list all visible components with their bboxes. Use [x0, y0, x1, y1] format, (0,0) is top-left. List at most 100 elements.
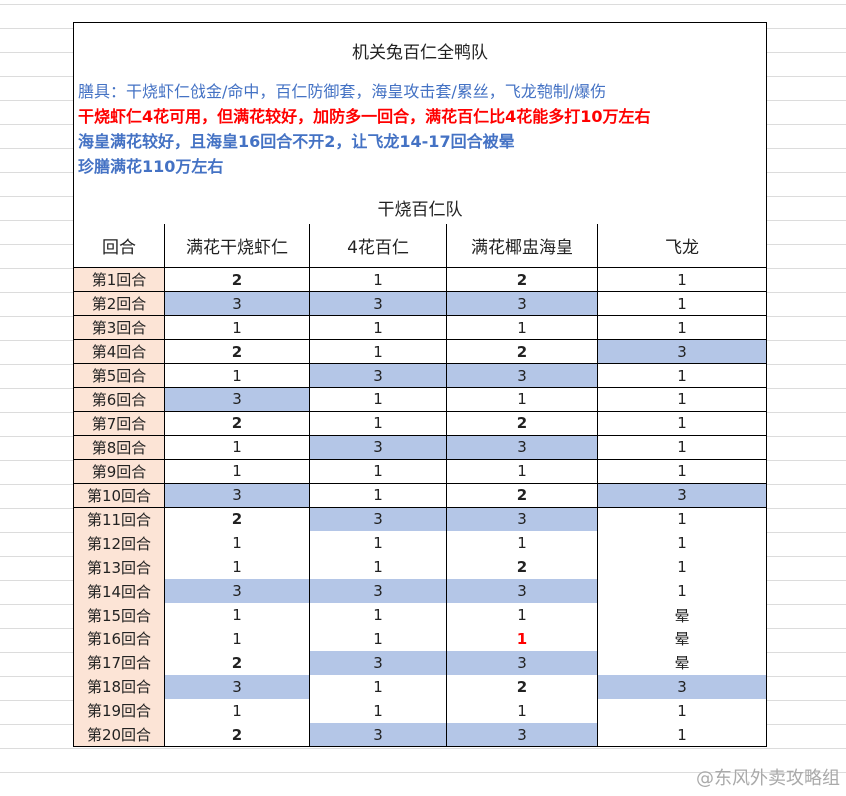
table-cell: 1 [310, 675, 447, 700]
table-cell: 1 [447, 699, 598, 724]
row-label: 第7回合 [73, 411, 165, 437]
table-cell: 2 [165, 651, 310, 676]
table-cell: 2 [165, 723, 310, 748]
table-cell: 3 [310, 507, 447, 532]
table-cell: 1 [447, 315, 598, 341]
row-label: 第5回合 [73, 363, 165, 389]
table-cell: 1 [165, 363, 310, 389]
row-label: 第14回合 [73, 579, 165, 604]
table-cell: 1 [598, 363, 767, 389]
note: 干烧虾仁4花可用，但满花较好，加防多一回合，满花百仁比4花能多打10万左右 [78, 107, 651, 126]
table-cell: 2 [447, 555, 598, 580]
table-cell: 3 [447, 651, 598, 676]
row-label: 第11回合 [73, 507, 165, 532]
note: 膳具：干烧虾仁戗金/命中，百仁防御套，海皇攻击套/累丝，飞龙匏制/爆伤 [78, 82, 607, 101]
table-cell: 1 [447, 531, 598, 556]
column-header: 4花百仁 [310, 224, 447, 268]
table-cell: 1 [598, 699, 767, 724]
table-cell: 2 [447, 675, 598, 700]
table-cell: 2 [447, 483, 598, 508]
row-label: 第17回合 [73, 651, 165, 676]
row-label: 第4回合 [73, 339, 165, 365]
table-cell: 3 [165, 579, 310, 604]
row-label: 第15回合 [73, 603, 165, 628]
table-cell: 1 [310, 268, 447, 293]
table-cell: 1 [165, 627, 310, 652]
table-cell: 3 [598, 675, 767, 700]
table-cell: 3 [598, 483, 767, 508]
table-cell: 3 [310, 435, 447, 461]
table-cell: 1 [165, 603, 310, 628]
table-cell: 3 [447, 363, 598, 389]
table-cell: 1 [598, 387, 767, 413]
table-cell: 1 [598, 555, 767, 580]
table-cell: 1 [165, 435, 310, 461]
row-label: 第12回合 [73, 531, 165, 556]
table-cell: 1 [310, 411, 447, 437]
table-cell: 3 [447, 435, 598, 461]
column-header: 飞龙 [598, 224, 767, 268]
table-cell: 3 [165, 291, 310, 317]
subtitle: 干烧百仁队 [73, 190, 767, 225]
note: 珍膳满花110万左右 [78, 157, 224, 176]
row-label: 第2回合 [73, 291, 165, 317]
table-cell: 1 [447, 627, 598, 652]
table-cell: 3 [447, 579, 598, 604]
table-cell: 1 [310, 315, 447, 341]
column-header: 满花椰盅海皇 [447, 224, 598, 268]
table-cell: 1 [447, 387, 598, 413]
table-cell: 1 [310, 699, 447, 724]
table-cell: 1 [447, 459, 598, 485]
table-cell: 1 [598, 411, 767, 437]
table-cell: 1 [598, 291, 767, 317]
table-cell: 3 [598, 339, 767, 365]
table-cell: 2 [447, 339, 598, 365]
table-cell: 1 [598, 579, 767, 604]
table-cell: 1 [165, 555, 310, 580]
row-label: 第18回合 [73, 675, 165, 700]
table-cell: 2 [447, 268, 598, 293]
table-cell: 3 [310, 291, 447, 317]
row-label: 第20回合 [73, 723, 165, 748]
table-cell: 2 [165, 339, 310, 365]
table-cell: 1 [310, 531, 447, 556]
sheet-title: 机关兔百仁全鸭队 [73, 22, 767, 78]
table-cell: 1 [310, 483, 447, 508]
column-header: 回合 [73, 224, 165, 268]
row-label: 第8回合 [73, 435, 165, 461]
row-label: 第1回合 [73, 268, 165, 293]
table-cell: 1 [598, 507, 767, 532]
table-cell: 1 [310, 555, 447, 580]
table-cell: 1 [310, 459, 447, 485]
table-cell: 1 [598, 268, 767, 293]
table-cell: 晕 [598, 627, 767, 652]
table-cell: 1 [165, 699, 310, 724]
row-label: 第16回合 [73, 627, 165, 652]
table-cell: 3 [447, 507, 598, 532]
note: 海皇满花较好，且海皇16回合不开2，让飞龙14-17回合被晕 [78, 132, 515, 151]
table-cell: 晕 [598, 651, 767, 676]
table-cell: 3 [447, 723, 598, 748]
table-cell: 1 [165, 531, 310, 556]
table-cell: 3 [165, 675, 310, 700]
table-cell: 3 [310, 651, 447, 676]
watermark: @东风外卖攻略组 [696, 768, 840, 789]
table-cell: 2 [165, 507, 310, 532]
table-cell: 3 [310, 363, 447, 389]
row-label: 第3回合 [73, 315, 165, 341]
table-cell: 3 [310, 723, 447, 748]
table-cell: 1 [165, 459, 310, 485]
column-header: 满花干烧虾仁 [165, 224, 310, 268]
table-cell: 2 [165, 268, 310, 293]
row-label: 第9回合 [73, 459, 165, 485]
table-cell: 2 [447, 411, 598, 437]
row-label: 第10回合 [73, 483, 165, 508]
table-cell: 1 [310, 627, 447, 652]
table-cell: 1 [310, 603, 447, 628]
notes: 膳具：干烧虾仁戗金/命中，百仁防御套，海皇攻击套/累丝，飞龙匏制/爆伤 干烧虾仁… [73, 77, 767, 191]
table-cell: 1 [598, 315, 767, 341]
table-cell: 1 [165, 315, 310, 341]
table-cell: 1 [310, 387, 447, 413]
row-label: 第6回合 [73, 387, 165, 413]
